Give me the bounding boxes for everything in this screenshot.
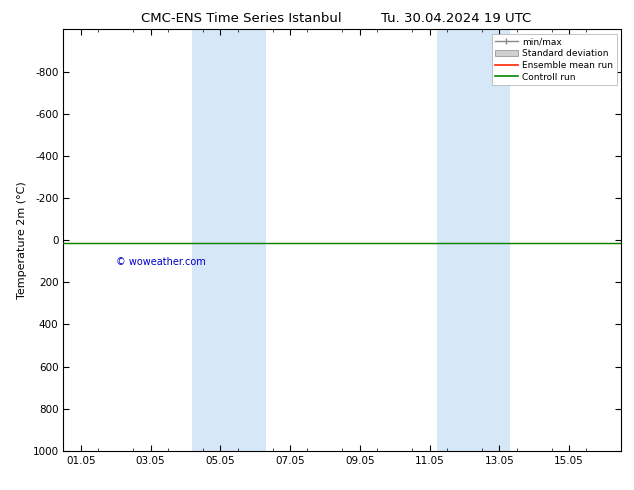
Text: © woweather.com: © woweather.com	[116, 257, 205, 267]
Text: Tu. 30.04.2024 19 UTC: Tu. 30.04.2024 19 UTC	[382, 12, 531, 25]
Bar	[193, 29, 266, 451]
Bar	[436, 29, 510, 451]
Y-axis label: Temperature 2m (°C): Temperature 2m (°C)	[17, 181, 27, 299]
Text: CMC-ENS Time Series Istanbul: CMC-ENS Time Series Istanbul	[141, 12, 341, 25]
Legend: min/max, Standard deviation, Ensemble mean run, Controll run: min/max, Standard deviation, Ensemble me…	[491, 34, 617, 85]
